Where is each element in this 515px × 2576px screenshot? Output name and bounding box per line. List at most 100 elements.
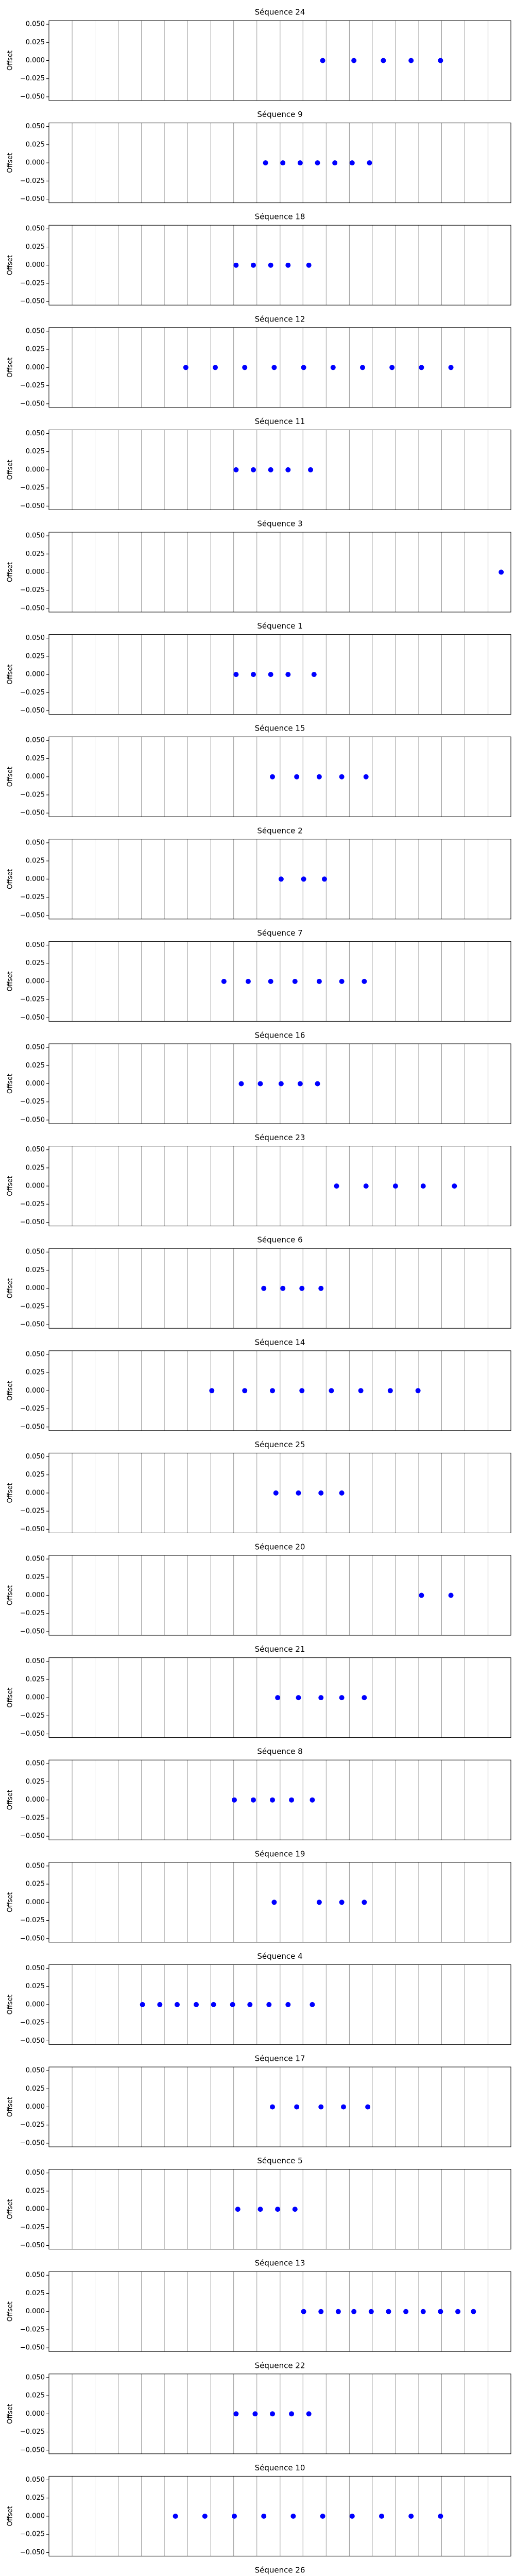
point xyxy=(247,2002,253,2007)
point xyxy=(266,2002,272,2007)
y-axis-label: Offset xyxy=(7,153,14,173)
y-tick-label: 0.050 xyxy=(26,839,45,846)
point xyxy=(193,2002,199,2007)
y-axis-label: Offset xyxy=(7,1790,14,1810)
y-tick-label: 0.025 xyxy=(26,448,45,455)
y-tick-label: 0.025 xyxy=(26,346,45,353)
point xyxy=(211,2002,216,2007)
point xyxy=(362,978,367,984)
y-tick-label: 0.025 xyxy=(26,755,45,762)
point xyxy=(379,2513,385,2519)
point xyxy=(238,1081,244,1087)
y-tick-label: −0.050 xyxy=(20,195,45,203)
y-tick-label: 0.000 xyxy=(26,2103,45,2111)
point xyxy=(339,1900,345,1905)
y-tick-label: −0.025 xyxy=(20,689,45,697)
chart-title: Séquence 9 xyxy=(257,110,302,119)
y-tick-label: 0.025 xyxy=(26,141,45,148)
point xyxy=(285,467,291,472)
y-tick-label: 0.050 xyxy=(26,21,45,28)
y-tick-label: −0.050 xyxy=(20,2037,45,2045)
chart-title: Séquence 14 xyxy=(255,1337,305,1347)
point xyxy=(280,1285,286,1291)
y-tick-label: −0.025 xyxy=(20,75,45,82)
y-tick-label: 0.000 xyxy=(26,1694,45,1702)
point xyxy=(292,2207,298,2212)
y-tick-label: 0.050 xyxy=(26,1555,45,1563)
y-tick-label: 0.000 xyxy=(26,57,45,64)
point xyxy=(362,1695,367,1701)
y-tick-label: 0.000 xyxy=(26,2308,45,2315)
y-tick-label: −0.050 xyxy=(20,2446,45,2454)
y-axis-label: Offset xyxy=(7,358,14,378)
point xyxy=(339,1695,345,1701)
point xyxy=(232,1797,237,1803)
point xyxy=(316,1900,322,1905)
point xyxy=(270,774,276,779)
y-tick-label: −0.050 xyxy=(20,1321,45,1329)
y-tick-label: 0.000 xyxy=(26,2206,45,2213)
y-tick-label: −0.050 xyxy=(20,2344,45,2352)
y-tick-label: −0.025 xyxy=(20,893,45,901)
y-tick-label: −0.050 xyxy=(20,707,45,715)
y-tick-label: 0.050 xyxy=(26,327,45,335)
point xyxy=(258,1081,263,1087)
y-tick-label: 0.050 xyxy=(26,1146,45,1154)
point xyxy=(285,2002,291,2007)
point xyxy=(294,774,300,779)
point xyxy=(340,2104,346,2110)
y-tick-label: −0.025 xyxy=(20,1405,45,1413)
axes-frame xyxy=(48,532,511,613)
y-tick-label: 0.000 xyxy=(26,568,45,576)
y-tick-label: 0.000 xyxy=(26,2410,45,2418)
point xyxy=(335,2309,341,2314)
chart-title: Séquence 24 xyxy=(255,8,305,17)
point xyxy=(251,262,256,268)
point xyxy=(252,2411,258,2417)
chart-title: Séquence 1 xyxy=(257,621,302,631)
point xyxy=(471,2309,476,2314)
chart-title: Séquence 18 xyxy=(255,212,305,222)
axes-frame xyxy=(48,429,511,510)
y-tick-label: 0.025 xyxy=(26,2290,45,2297)
y-tick-label: −0.025 xyxy=(20,791,45,799)
point xyxy=(174,2002,180,2007)
point xyxy=(363,774,369,779)
y-tick-label: −0.050 xyxy=(20,1833,45,1840)
point xyxy=(315,1081,320,1087)
point xyxy=(381,58,386,63)
y-tick-label: −0.025 xyxy=(20,1609,45,1617)
axes-frame xyxy=(48,1043,511,1124)
point xyxy=(339,774,345,779)
point xyxy=(311,672,317,677)
point xyxy=(318,2309,324,2314)
y-tick-label: 0.050 xyxy=(26,123,45,130)
chart-title: Séquence 16 xyxy=(255,1031,305,1040)
y-tick-label: 0.025 xyxy=(26,243,45,251)
chart-title: Séquence 6 xyxy=(257,1235,302,1245)
point xyxy=(351,2309,357,2314)
y-tick-label: −0.025 xyxy=(20,1098,45,1106)
point xyxy=(251,1797,256,1803)
point xyxy=(285,262,291,268)
axes-frame xyxy=(48,1964,511,2045)
point xyxy=(330,365,336,370)
point xyxy=(233,467,239,472)
point xyxy=(268,672,273,677)
y-tick-label: 0.000 xyxy=(26,1387,45,1395)
y-tick-label: −0.025 xyxy=(20,1814,45,1822)
chart-title: Séquence 20 xyxy=(255,1543,305,1552)
y-tick-label: 0.050 xyxy=(26,1453,45,1461)
point xyxy=(251,467,256,472)
point xyxy=(235,2207,241,2212)
point xyxy=(420,1183,426,1189)
y-tick-label: 0.025 xyxy=(26,550,45,558)
point xyxy=(403,2309,409,2314)
point xyxy=(368,2309,374,2314)
y-tick-label: −0.050 xyxy=(20,93,45,100)
y-tick-label: 0.050 xyxy=(26,2476,45,2484)
point xyxy=(290,2513,296,2519)
y-tick-label: 0.000 xyxy=(26,1284,45,1292)
y-tick-label: −0.025 xyxy=(20,1507,45,1515)
y-tick-label: 0.025 xyxy=(26,39,45,46)
